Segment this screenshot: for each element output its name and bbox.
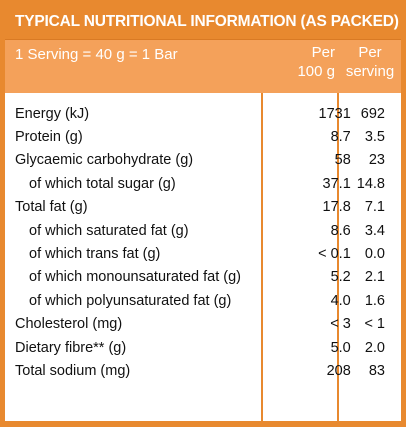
table-row: of which polyunsaturated fat (g) 4.0 1.6 <box>5 289 401 312</box>
nutrient-label: Total sodium (mg) <box>15 362 131 379</box>
nutrient-label: Dietary fibre** (g) <box>15 339 127 356</box>
table-body: Energy (kJ) 1731 692 Protein (g) 8.7 3.5 Glyca… <box>5 93 401 421</box>
nutrient-label: Energy (kJ) <box>15 105 90 122</box>
per-100g-value: 8.7 <box>330 129 351 146</box>
table-row: Total sodium (mg) 208 83 <box>5 359 401 382</box>
nutrient-label: of which total sugar (g) <box>29 175 176 192</box>
column-divider <box>261 93 263 421</box>
nutrient-label: of which trans fat (g) <box>29 246 161 263</box>
per-100g-value: 1731 <box>318 105 351 122</box>
per-serving-value: < 1 <box>364 316 385 333</box>
per-100g-value: 4.0 <box>330 292 351 309</box>
per-100g-header-line2: 100 g <box>297 63 335 80</box>
nutrient-label: Total fat (g) <box>15 199 88 216</box>
per-100g-value: 5.2 <box>330 269 351 286</box>
serving-size-label: 1 Serving = 40 g = 1 Bar <box>15 46 178 63</box>
nutrition-table-container: TYPICAL NUTRITIONAL INFORMATION (AS PACK… <box>5 5 401 422</box>
per-100g-value: 5.0 <box>330 339 351 356</box>
per-serving-header-line2: serving <box>345 63 395 80</box>
table-row: of which total sugar (g) 37.1 14.8 <box>5 172 401 195</box>
table-row: Dietary fibre** (g) 5.0 2.0 <box>5 336 401 359</box>
table-row: of which saturated fat (g) 8.6 3.4 <box>5 219 401 242</box>
table-row: Glycaemic carbohydrate (g) 58 23 <box>5 149 401 172</box>
per-serving-value: 2.1 <box>364 269 385 286</box>
per-serving-value: 14.8 <box>356 175 385 192</box>
column-divider <box>337 93 339 421</box>
per-serving-value: 692 <box>360 105 385 122</box>
nutrient-label: Protein (g) <box>15 129 83 146</box>
nutrient-label: Glycaemic carbohydrate (g) <box>15 152 194 169</box>
per-100g-value: 8.6 <box>330 222 351 239</box>
table-row: Energy (kJ) 1731 692 <box>5 102 401 125</box>
per-100g-header: Per 100 g <box>265 43 335 81</box>
per-100g-value: < 0.1 <box>318 246 351 263</box>
table-header: 1 Serving = 40 g = 1 Bar Per 100 g Per s… <box>5 39 401 93</box>
table-row: Protein (g) 8.7 3.5 <box>5 125 401 148</box>
per-100g-value: 58 <box>334 152 351 169</box>
per-serving-value: 3.4 <box>364 222 385 239</box>
per-100g-header-line1: Per <box>311 44 335 61</box>
nutrient-label: of which saturated fat (g) <box>29 222 189 239</box>
per-100g-value: < 3 <box>330 316 351 333</box>
table-title: TYPICAL NUTRITIONAL INFORMATION (AS PACK… <box>15 13 399 30</box>
nutrient-label: Cholesterol (mg) <box>15 316 123 333</box>
nutrient-label: of which monounsaturated fat (g) <box>29 269 241 286</box>
per-serving-header: Per serving <box>339 43 401 81</box>
table-row: of which monounsaturated fat (g) 5.2 2.1 <box>5 266 401 289</box>
table-row: Cholesterol (mg) < 3 < 1 <box>5 313 401 336</box>
per-serving-value: 3.5 <box>364 129 385 146</box>
nutrient-table: Energy (kJ) 1731 692 Protein (g) 8.7 3.5 Glyca… <box>5 102 401 383</box>
per-serving-value: 2.0 <box>364 339 385 356</box>
per-100g-value: 37.1 <box>322 175 351 192</box>
per-serving-value: 23 <box>368 152 385 169</box>
nutrient-label: of which polyunsaturated fat (g) <box>29 292 232 309</box>
per-serving-value: 83 <box>368 362 385 379</box>
per-100g-value: 17.8 <box>322 199 351 216</box>
per-serving-value: 0.0 <box>364 246 385 263</box>
per-serving-header-line1: Per <box>358 44 382 61</box>
table-row: of which trans fat (g) < 0.1 0.0 <box>5 242 401 265</box>
per-serving-value: 7.1 <box>364 199 385 216</box>
table-row: Total fat (g) 17.8 7.1 <box>5 196 401 219</box>
per-100g-value: 208 <box>326 362 351 379</box>
per-serving-value: 1.6 <box>364 292 385 309</box>
